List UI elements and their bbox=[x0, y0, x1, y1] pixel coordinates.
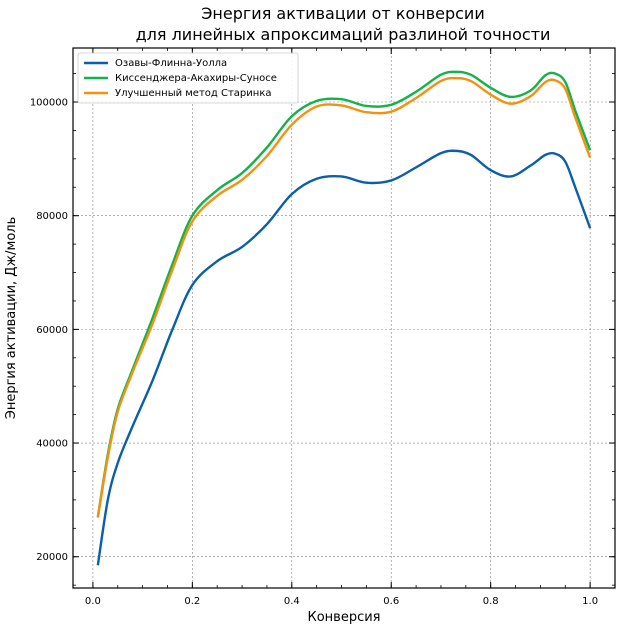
legend-label-kas: Киссенджера-Акахиры-Суносе bbox=[115, 73, 277, 84]
x-tick-label: 0.4 bbox=[284, 596, 300, 607]
series-line-kas bbox=[96, 70, 592, 518]
series-lines bbox=[96, 70, 592, 566]
plot-frame bbox=[72, 47, 616, 589]
y-tick-label: 40000 bbox=[36, 439, 68, 450]
chart-title-line-1: Энергия активации от конверсии bbox=[201, 4, 484, 23]
legend: Озавы-Флинна-Уолла Киссенджера-Акахиры-С… bbox=[77, 52, 299, 104]
x-tick-label: 0.2 bbox=[184, 596, 200, 607]
x-tick-label: 0.8 bbox=[483, 596, 499, 607]
legend-label-ofw: Озавы-Флинна-Уолла bbox=[115, 58, 227, 69]
x-tick-label: 0.6 bbox=[383, 596, 399, 607]
y-tick-label: 80000 bbox=[36, 211, 68, 222]
y-tick-label: 100000 bbox=[30, 98, 68, 109]
x-tick-label: 0.0 bbox=[85, 596, 101, 607]
series-line-starink bbox=[96, 76, 592, 518]
legend-label-starink: Улучшенный метод Старинка bbox=[115, 88, 271, 99]
y-tick-label: 60000 bbox=[36, 325, 68, 336]
axis-ticks: 0.0 0.2 0.4 0.6 0.8 1.0 20000 40000 60000 80000 10… bbox=[30, 48, 615, 607]
y-tick-label: 20000 bbox=[36, 552, 68, 563]
series-line-ofw bbox=[96, 149, 592, 566]
y-axis-label: Энергия активации, Дж/моль bbox=[4, 217, 19, 420]
legend-box bbox=[77, 52, 299, 104]
x-axis-label: Конверсия bbox=[307, 610, 380, 625]
grid bbox=[73, 48, 615, 588]
x-tick-label: 1.0 bbox=[582, 596, 598, 607]
chart-title-line-2: для линейных апроксимаций разлиной точно… bbox=[136, 25, 551, 44]
